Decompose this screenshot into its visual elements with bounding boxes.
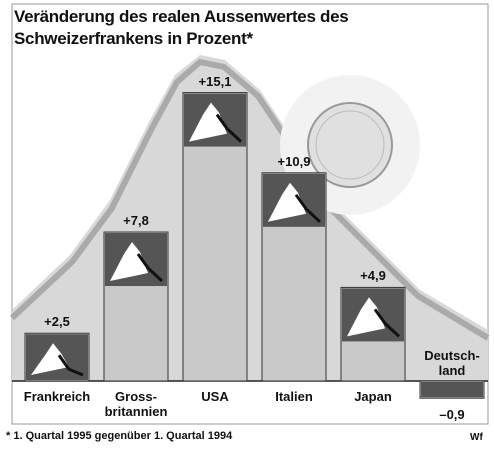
bar-icon-peak	[189, 102, 227, 142]
bar-icon	[421, 382, 483, 398]
value-label: +7,8	[123, 213, 149, 229]
value-label: –0,9	[439, 407, 465, 423]
bar-icon-ridge	[373, 308, 401, 338]
value-label: +4,9	[360, 268, 386, 284]
chart-title: Veränderung des realen Aussenwertes des …	[14, 7, 349, 48]
category-label: USA	[201, 389, 229, 404]
value-label: +10,9	[277, 153, 311, 169]
value-label: +15,1	[198, 73, 232, 89]
bar-icon-ridge	[294, 193, 322, 223]
mountain	[12, 55, 488, 381]
bar-icon-peak	[31, 343, 69, 375]
bar-icon-ridge	[215, 113, 243, 143]
bar-icon-ridge	[136, 253, 164, 283]
value-label: +2,5	[44, 314, 70, 330]
bar-icon-peak	[347, 297, 385, 337]
frame	[11, 3, 489, 425]
category-label: Japan	[354, 389, 392, 404]
footnote: * 1. Quartal 1995 gegenüber 1. Quartal 1…	[6, 430, 233, 442]
category-label: Frankreich	[23, 389, 91, 404]
category-label: Italien	[275, 389, 313, 404]
mountain-edge	[9, 58, 490, 341]
category-label: Gross- britannien	[104, 389, 168, 419]
category-label: Deutsch- land	[424, 348, 480, 378]
bar-icon-peak	[268, 182, 306, 222]
bar-icon-ridge	[57, 354, 84, 377]
source: Wf	[470, 432, 483, 443]
bar-icon-peak	[110, 242, 148, 282]
